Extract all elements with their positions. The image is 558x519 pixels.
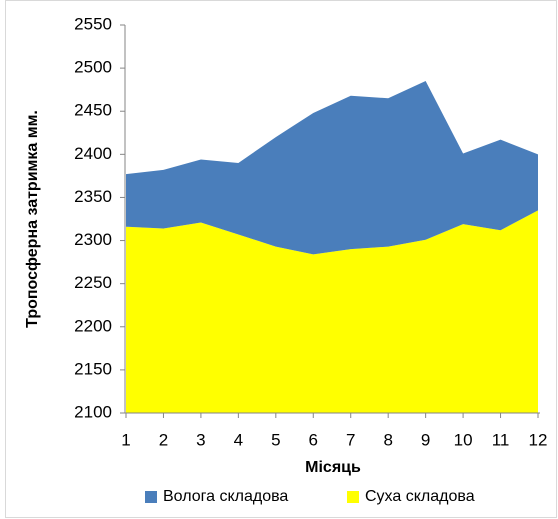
y-tick-label: 2200 <box>74 316 112 335</box>
x-tick-label: 12 <box>529 430 548 449</box>
legend-swatch <box>145 491 157 503</box>
y-tick-label: 2300 <box>74 230 112 249</box>
x-tick-label: 2 <box>159 430 168 449</box>
legend-text: Суха складова <box>365 488 475 505</box>
x-tick-label: 4 <box>234 430 243 449</box>
y-axis-title: Тропосферна затримка мм. <box>24 110 41 328</box>
x-tick-label: 6 <box>309 430 318 449</box>
x-tick-label: 3 <box>196 430 205 449</box>
x-axis-title: Місяць <box>305 459 361 476</box>
area <box>126 210 538 413</box>
x-tick-label: 11 <box>492 430 510 449</box>
y-tick-label: 2250 <box>74 273 112 292</box>
x-tick-label: 9 <box>421 430 430 449</box>
x-tick-label: 7 <box>346 430 355 449</box>
x-tick-label: 10 <box>454 430 473 449</box>
y-tick-label: 2550 <box>74 14 112 33</box>
legend-swatch <box>347 491 359 503</box>
legend-text: Волога складова <box>163 488 288 505</box>
x-tick-label: 1 <box>121 430 130 449</box>
area <box>126 81 538 255</box>
y-tick-label: 2500 <box>74 58 112 77</box>
y-tick-label: 2150 <box>74 359 112 378</box>
y-tick-label: 2100 <box>74 402 112 421</box>
y-tick-label: 2400 <box>74 144 112 163</box>
x-tick-label: 5 <box>271 430 280 449</box>
y-tick-label: 2450 <box>74 101 112 120</box>
x-tick-label: 8 <box>383 430 392 449</box>
y-tick-label: 2350 <box>74 187 112 206</box>
